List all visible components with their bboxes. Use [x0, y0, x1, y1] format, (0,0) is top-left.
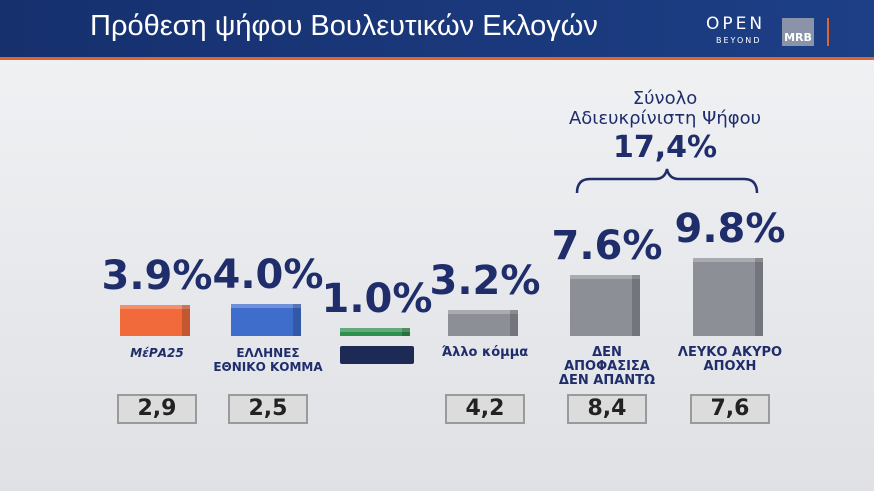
bar [693, 257, 763, 336]
bar [231, 304, 301, 336]
category-label: ΛΕΥΚΟ ΑΚΥΡΟ ΑΠΟΧΗ [677, 345, 783, 374]
annotation-text: Αδιευκρίνιστη Ψήφου [568, 108, 762, 129]
category-label: ΔΕΝ ΑΠΟΦΑΣΙΣΑ ΔΕΝ ΑΠΑΝΤΩ [558, 345, 656, 388]
previous-value: 2,5 [228, 394, 308, 424]
bar [120, 304, 190, 336]
category-label: ΜέΡΑ25 [130, 346, 184, 360]
value-label: 9.8% [674, 205, 786, 252]
party-logo [340, 346, 414, 364]
previous-value: 7,6 [690, 394, 770, 424]
bar [340, 328, 410, 336]
header: Πρόθεση ψήφου Βουλευτικών Εκλογών OPEN B… [0, 0, 874, 60]
previous-value: 8,4 [567, 394, 647, 424]
previous-value: 2,9 [117, 394, 197, 424]
value-label: 3.2% [429, 258, 541, 305]
brand: OPEN [706, 14, 766, 34]
value-label: 4.0% [212, 252, 324, 298]
category-label: Άλλο κόμμα [441, 345, 529, 360]
value-label: 7.6% [551, 223, 663, 270]
value-label: 3.9% [101, 252, 213, 299]
divider [827, 18, 829, 46]
previous-value: 4,2 [445, 394, 525, 424]
bar [448, 310, 518, 336]
title: Πρόθεση ψήφου Βουλευτικών Εκλογών [90, 10, 598, 42]
category-label: ΕΛΛΗΝΕΣ ΕΘΝΙΚΟ ΚΟΜΜΑ [213, 346, 323, 374]
value-label: 1.0% [321, 276, 433, 322]
brace [575, 168, 759, 194]
bar [570, 275, 640, 336]
brand-sub: BEYOND [716, 36, 762, 45]
pollster: MRB [782, 18, 814, 46]
annotation-value: 17,4% [612, 130, 718, 165]
annotation-text: Σύνολο [632, 88, 698, 109]
